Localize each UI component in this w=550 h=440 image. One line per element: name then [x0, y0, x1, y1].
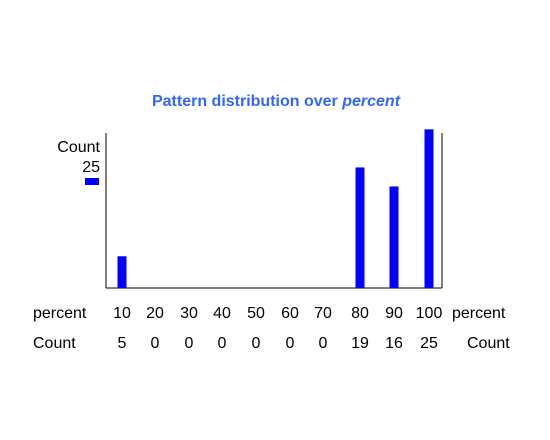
- category-row-label-left: percent: [33, 305, 87, 322]
- y-axis-label: Count: [57, 139, 100, 156]
- category-label-60: 60: [281, 305, 299, 322]
- chart-title-prefix: Pattern distribution over: [152, 93, 342, 110]
- bar-90: [389, 186, 399, 288]
- category-label-50: 50: [247, 305, 265, 322]
- count-label-90: 16: [385, 335, 403, 352]
- bar-100: [424, 129, 434, 288]
- count-labels: 5 0 0 0 0 0 0 19 16 25: [118, 335, 438, 352]
- count-label-70: 0: [319, 335, 328, 352]
- count-label-30: 0: [185, 335, 194, 352]
- category-labels: 10 20 30 40 50 60 70 80 90 100: [113, 305, 442, 322]
- count-row-label-right: Count: [467, 335, 510, 352]
- category-label-40: 40: [213, 305, 231, 322]
- count-row-label-left: Count: [33, 335, 76, 352]
- chart-title: Pattern distribution over percent: [152, 93, 401, 110]
- count-label-20: 0: [151, 335, 160, 352]
- category-label-70: 70: [314, 305, 332, 322]
- count-label-100: 25: [420, 335, 438, 352]
- count-label-60: 0: [286, 335, 295, 352]
- bar-80: [355, 167, 365, 288]
- category-row-label-right: percent: [452, 305, 506, 322]
- count-label-10: 5: [118, 335, 127, 352]
- category-label-20: 20: [146, 305, 164, 322]
- category-label-30: 30: [180, 305, 198, 322]
- count-label-80: 19: [351, 335, 369, 352]
- chart-title-emphasis: percent: [341, 93, 400, 110]
- y-tick-marker: [85, 178, 99, 185]
- count-label-40: 0: [218, 335, 227, 352]
- y-tick-label: 25: [82, 159, 100, 176]
- count-label-50: 0: [252, 335, 261, 352]
- category-label-10: 10: [113, 305, 131, 322]
- category-label-80: 80: [351, 305, 369, 322]
- category-label-90: 90: [385, 305, 403, 322]
- bars-group: [117, 129, 434, 288]
- category-label-100: 100: [416, 305, 443, 322]
- bar-10: [117, 256, 127, 288]
